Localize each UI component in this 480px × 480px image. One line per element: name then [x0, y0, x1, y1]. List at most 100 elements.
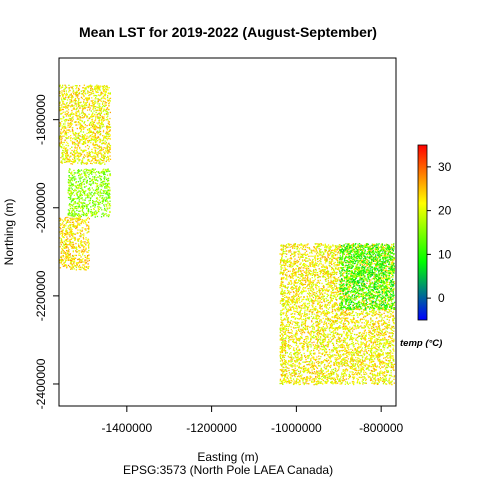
raster-cell: [280, 348, 283, 350]
raster-cell: [74, 153, 76, 155]
raster-cell: [97, 148, 99, 150]
raster-cell: [78, 204, 80, 206]
raster-cell: [88, 128, 90, 130]
raster-cell: [107, 215, 110, 218]
raster-cell: [371, 310, 373, 312]
raster-cell: [71, 266, 73, 268]
raster-cell: [393, 345, 395, 347]
raster-cell: [106, 208, 109, 210]
raster-cell: [330, 252, 333, 254]
raster-cell: [363, 301, 365, 303]
raster-cell: [390, 332, 392, 334]
raster-cell: [297, 290, 299, 293]
raster-cell: [76, 154, 78, 156]
raster-cell: [67, 145, 69, 147]
raster-cell: [393, 282, 396, 285]
raster-cell: [103, 119, 105, 121]
raster-cell: [98, 85, 100, 87]
raster-cell: [72, 245, 75, 247]
raster-cell: [75, 136, 77, 138]
raster-cell: [107, 151, 109, 153]
raster-cell: [79, 229, 81, 231]
raster-cell: [76, 108, 78, 110]
raster-cell: [337, 310, 339, 312]
raster-cell: [79, 126, 81, 128]
raster-cell: [92, 131, 95, 133]
raster-cell: [101, 123, 103, 125]
raster-cell: [339, 260, 341, 262]
raster-cell: [64, 245, 67, 248]
raster-cell: [61, 99, 63, 101]
raster-cell: [108, 183, 110, 185]
raster-cell: [100, 172, 103, 174]
raster-cell: [83, 141, 86, 143]
raster-cell: [302, 330, 304, 332]
raster-cell: [77, 229, 79, 231]
raster-cell: [66, 137, 68, 139]
raster-cell: [359, 349, 362, 352]
raster-cell: [79, 260, 81, 262]
raster-cell: [78, 190, 80, 192]
raster-cell: [99, 175, 101, 177]
raster-cell: [104, 101, 106, 103]
raster-cell: [307, 260, 309, 262]
raster-cell: [74, 225, 76, 227]
raster-cell: [102, 92, 104, 95]
raster-cell: [73, 105, 75, 107]
raster-cell: [105, 157, 108, 159]
raster-cell: [73, 237, 75, 239]
raster-cell: [71, 105, 74, 107]
raster-cell: [364, 299, 366, 301]
raster-cell: [364, 359, 366, 361]
raster-cell: [340, 346, 343, 349]
raster-cell: [61, 155, 63, 157]
raster-cell: [109, 138, 111, 140]
raster-cell: [95, 182, 97, 184]
raster-cell: [382, 263, 385, 265]
raster-cell: [62, 123, 65, 125]
raster-cell: [102, 139, 104, 141]
raster-cell: [363, 376, 365, 378]
raster-cell: [74, 91, 76, 93]
raster-cell: [82, 202, 84, 204]
raster-cell: [88, 226, 90, 228]
raster-cell: [291, 336, 293, 339]
raster-cell: [91, 178, 93, 180]
raster-cell: [282, 259, 284, 262]
raster-cell: [291, 302, 294, 304]
raster-cell: [69, 240, 71, 243]
raster-cell: [77, 157, 80, 159]
raster-cell: [366, 251, 368, 253]
raster-cell: [292, 295, 294, 298]
raster-cell: [64, 260, 67, 262]
raster-cell: [72, 243, 75, 245]
raster-cell: [100, 188, 102, 191]
raster-cell: [73, 161, 75, 163]
raster-cell: [101, 162, 103, 164]
raster-cell: [79, 140, 81, 143]
raster-cell: [330, 374, 332, 377]
raster-cell: [297, 382, 300, 384]
raster-cell: [102, 135, 104, 137]
raster-cell: [343, 324, 345, 326]
raster-cell: [363, 333, 365, 335]
raster-cell: [64, 123, 66, 125]
raster-cell: [59, 108, 61, 111]
raster-cell: [370, 377, 372, 379]
raster-cell: [76, 116, 78, 118]
raster-cell: [86, 104, 88, 106]
raster-cell: [104, 143, 106, 145]
raster-cell: [83, 183, 85, 185]
raster-cell: [69, 241, 72, 244]
raster-cell: [84, 199, 86, 201]
raster-cell: [334, 329, 336, 331]
raster-cell: [343, 296, 345, 298]
raster-cell: [60, 133, 63, 135]
raster-cell: [106, 86, 108, 88]
raster-cell: [293, 382, 295, 384]
raster-cell: [371, 263, 374, 265]
raster-cell: [279, 331, 281, 334]
raster-cell: [105, 203, 107, 206]
raster-cell: [337, 267, 340, 269]
raster-cell: [63, 92, 66, 95]
